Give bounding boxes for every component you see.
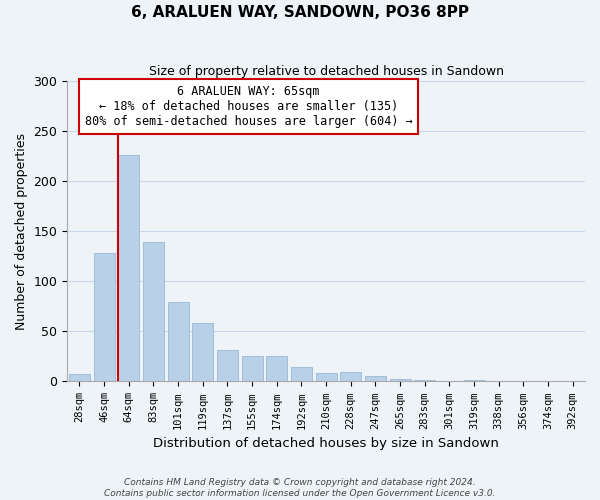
Bar: [464, 380, 485, 382]
Bar: [118, 155, 139, 382]
Title: Size of property relative to detached houses in Sandown: Size of property relative to detached ho…: [149, 65, 503, 78]
Bar: [143, 242, 164, 382]
Bar: [291, 368, 312, 382]
Bar: [389, 380, 410, 382]
Text: 6, ARALUEN WAY, SANDOWN, PO36 8PP: 6, ARALUEN WAY, SANDOWN, PO36 8PP: [131, 5, 469, 20]
Bar: [69, 374, 90, 382]
Bar: [365, 376, 386, 382]
Bar: [266, 356, 287, 382]
Bar: [94, 253, 115, 382]
Bar: [217, 350, 238, 382]
X-axis label: Distribution of detached houses by size in Sandown: Distribution of detached houses by size …: [153, 437, 499, 450]
Bar: [167, 302, 188, 382]
Bar: [192, 324, 213, 382]
Bar: [242, 356, 263, 382]
Text: 6 ARALUEN WAY: 65sqm
← 18% of detached houses are smaller (135)
80% of semi-deta: 6 ARALUEN WAY: 65sqm ← 18% of detached h…: [85, 85, 412, 128]
Bar: [414, 380, 435, 382]
Y-axis label: Number of detached properties: Number of detached properties: [15, 132, 28, 330]
Bar: [340, 372, 361, 382]
Bar: [316, 374, 337, 382]
Text: Contains HM Land Registry data © Crown copyright and database right 2024.
Contai: Contains HM Land Registry data © Crown c…: [104, 478, 496, 498]
